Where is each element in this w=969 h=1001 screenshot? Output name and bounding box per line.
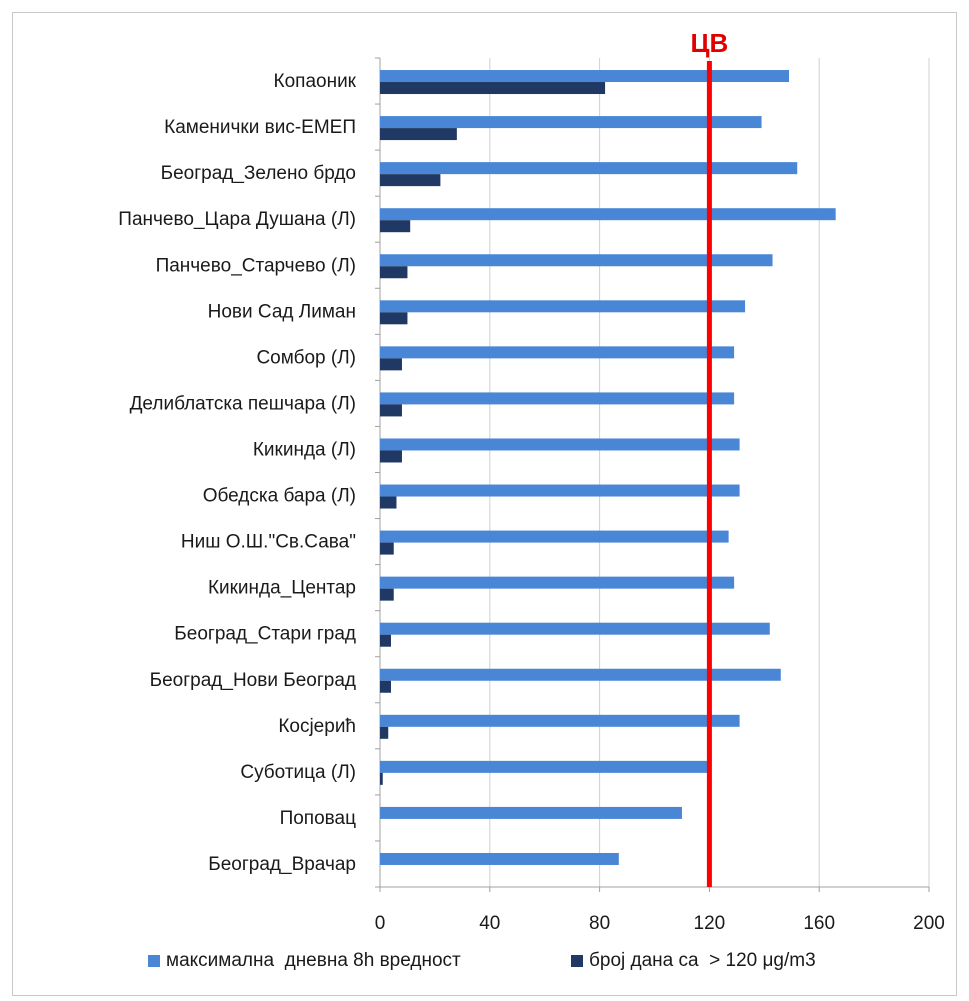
x-tick-label: 80 (589, 913, 610, 934)
category-label: Београд_Нови Београд (150, 670, 356, 691)
legend-swatch-max-8h (148, 955, 160, 967)
x-tick-label: 40 (479, 913, 500, 934)
bar-max-8h-17 (380, 852, 619, 865)
bar-max-8h-16 (380, 806, 682, 819)
x-tick-label: 0 (375, 913, 386, 934)
bar-max-8h-12 (380, 622, 770, 635)
bar-days-over-2 (380, 174, 441, 187)
category-label: Београд_Стари град (174, 624, 356, 645)
category-label: Ниш О.Ш."Св.Сава" (181, 532, 356, 553)
category-label: Панчево_Цара Душана (Л) (118, 209, 356, 230)
category-label: Обедска бара (Л) (203, 486, 356, 507)
x-tick-label: 160 (803, 913, 835, 934)
reference-line-label: ЦВ (691, 28, 729, 58)
bar-max-8h-11 (380, 576, 735, 589)
bar-max-8h-2 (380, 162, 798, 175)
x-tick-label: 200 (913, 913, 945, 934)
bar-max-8h-1 (380, 116, 762, 129)
category-label: Сомбор (Л) (256, 347, 356, 368)
category-label: Суботица (Л) (240, 762, 356, 783)
category-label: Поповац (280, 808, 357, 829)
bar-days-over-14 (380, 726, 389, 739)
bar-days-over-0 (380, 82, 606, 95)
bar-max-8h-14 (380, 714, 740, 727)
bar-days-over-9 (380, 496, 397, 509)
bar-max-8h-15 (380, 760, 710, 773)
category-label: Косјерић (278, 716, 356, 737)
category-label: Каменички вис-ЕМЕП (164, 117, 356, 138)
bar-days-over-8 (380, 450, 402, 463)
bar-days-over-13 (380, 680, 391, 693)
bar-max-8h-3 (380, 208, 836, 221)
legend-label-max-8h: максимална дневна 8h вредност (166, 950, 461, 971)
bar-days-over-6 (380, 358, 402, 371)
category-label: Нови Сад Лиман (208, 301, 356, 322)
bar-days-over-1 (380, 128, 457, 141)
bar-max-8h-13 (380, 668, 781, 681)
bar-max-8h-4 (380, 254, 773, 267)
category-label: Кикинда_Центар (208, 578, 356, 599)
chart-frame (12, 12, 957, 996)
legend-label-days-over: број дана са > 120 μg/m3 (589, 950, 816, 971)
category-label: Панчево_Старчево (Л) (156, 255, 356, 276)
category-label: Београд_Врачар (208, 854, 356, 875)
category-label: Делиблатска пешчара (Л) (130, 393, 356, 414)
bar-days-over-5 (380, 312, 408, 325)
bar-max-8h-8 (380, 438, 740, 451)
bar-days-over-3 (380, 220, 411, 233)
category-label: Кикинда (Л) (253, 439, 356, 460)
bar-max-8h-5 (380, 300, 746, 313)
bar-max-8h-10 (380, 530, 729, 543)
bar-max-8h-0 (380, 70, 790, 83)
bar-max-8h-9 (380, 484, 740, 497)
category-label: Београд_Зелено брдо (161, 163, 356, 184)
bar-days-over-15 (380, 772, 383, 785)
bar-days-over-12 (380, 634, 391, 647)
bar-days-over-7 (380, 404, 402, 417)
bar-days-over-4 (380, 266, 408, 279)
legend-swatch-days-over (571, 955, 583, 967)
category-label: Копаоник (274, 71, 357, 92)
bar-max-8h-6 (380, 346, 735, 359)
bar-days-over-10 (380, 542, 394, 555)
bar-max-8h-7 (380, 392, 735, 405)
x-tick-label: 120 (694, 913, 726, 934)
bar-days-over-11 (380, 588, 394, 601)
